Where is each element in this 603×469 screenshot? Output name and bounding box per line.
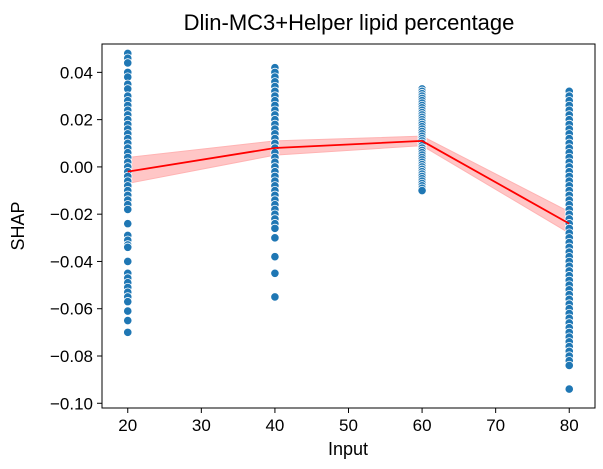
- scatter-point: [123, 297, 133, 307]
- x-tick-label: 70: [486, 416, 505, 435]
- x-tick-label: 40: [265, 416, 284, 435]
- scatter-point: [123, 58, 133, 68]
- y-axis: −0.10 −0.08 −0.06 −0.04 −0.02 0.00 0.02 0.04: [50, 63, 102, 413]
- y-tick-label: 0.04: [60, 63, 93, 82]
- scatter-point: [270, 233, 280, 243]
- y-tick-label: −0.08: [50, 347, 93, 366]
- confidence-band: [127, 135, 570, 234]
- scatter-point: [123, 219, 133, 229]
- x-tick-label: 80: [560, 416, 579, 435]
- plot-frame: [101, 43, 596, 409]
- scatter-point: [123, 327, 133, 337]
- x-axis-title: Input: [328, 439, 368, 459]
- scatter-point: [123, 256, 133, 267]
- x-tick-label: 30: [192, 416, 211, 435]
- scatter-point: [417, 185, 427, 196]
- scatter-point: [564, 360, 574, 371]
- scatter-point: [270, 268, 280, 278]
- y-tick-label: −0.10: [50, 394, 93, 413]
- scatter-point: [564, 384, 574, 394]
- scatter-point: [123, 306, 133, 316]
- y-tick-label: 0.02: [60, 111, 93, 130]
- scatter-point: [270, 292, 280, 302]
- scatter-point: [270, 252, 280, 262]
- x-axis: 20 30 40 50 60 70 80: [118, 408, 579, 435]
- scatter-point: [123, 315, 133, 326]
- scatter-point: [270, 223, 280, 233]
- y-tick-label: 0.00: [60, 158, 93, 177]
- chart-title: Dlin-MC3+Helper lipid percentage: [184, 10, 515, 35]
- y-axis-title: SHAP: [8, 201, 28, 250]
- x-tick-label: 60: [413, 416, 432, 435]
- y-tick-label: −0.02: [50, 205, 93, 224]
- x-tick-label: 50: [339, 416, 358, 435]
- mean-line: [127, 139, 570, 225]
- x-tick-label: 20: [118, 416, 137, 435]
- y-tick-label: −0.04: [50, 252, 93, 271]
- scatter-point: [123, 242, 133, 252]
- plot-area: [123, 48, 574, 394]
- y-tick-label: −0.06: [50, 300, 93, 319]
- scatter-point: [123, 204, 133, 215]
